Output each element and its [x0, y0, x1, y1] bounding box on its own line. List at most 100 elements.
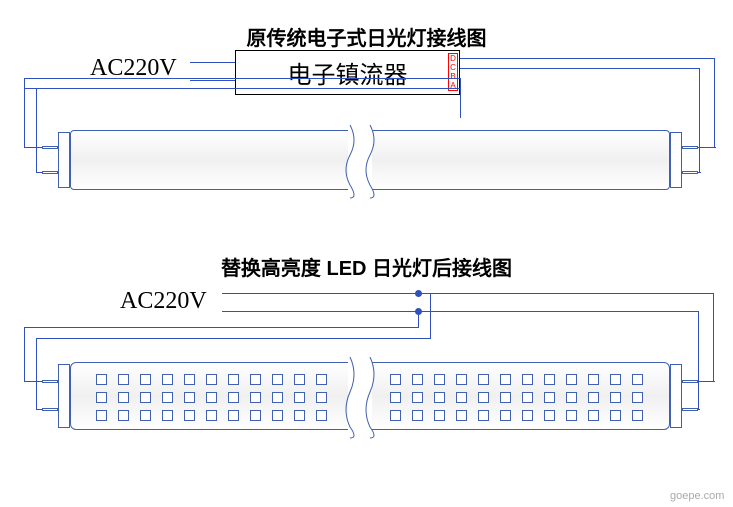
wire — [699, 68, 700, 172]
led-dot — [610, 392, 621, 403]
wire — [36, 338, 37, 409]
led-dot — [632, 410, 643, 421]
wire — [430, 293, 431, 338]
tube1-break — [340, 120, 380, 200]
led-dot — [412, 410, 423, 421]
led-dot — [610, 410, 621, 421]
led-dot — [294, 374, 305, 385]
led-dot — [162, 374, 173, 385]
wire — [24, 147, 44, 148]
tube-pin — [42, 171, 58, 174]
ballast-terminals: D C B A — [448, 53, 458, 91]
tube-pin — [42, 408, 58, 411]
led-dot — [228, 374, 239, 385]
diagram2-title: 替换高亮度 LED 日光灯后接线图 — [0, 252, 733, 281]
led-dot — [478, 392, 489, 403]
wire — [460, 58, 715, 59]
led-dot — [522, 410, 533, 421]
led-dot — [412, 374, 423, 385]
wire — [696, 381, 715, 382]
tube-pin — [682, 171, 698, 174]
led-dot — [610, 374, 621, 385]
led-dot — [96, 392, 107, 403]
tube-pin — [42, 146, 58, 149]
led-dot — [390, 374, 401, 385]
wire — [713, 293, 714, 381]
wire — [24, 78, 460, 79]
wire — [222, 311, 699, 312]
led-dot — [544, 410, 555, 421]
led-dot — [316, 392, 327, 403]
tube-pin — [682, 380, 698, 383]
led-dot — [478, 410, 489, 421]
led-dot — [522, 392, 533, 403]
led-dot — [316, 374, 327, 385]
led-dot — [390, 392, 401, 403]
led-dot — [434, 374, 445, 385]
tube2-cap-left — [58, 364, 70, 428]
diagram1-title: 原传统电子式日光灯接线图 — [0, 22, 733, 51]
led-dot — [272, 392, 283, 403]
diagram2-ac-label: AC220V — [120, 288, 207, 315]
led-dot — [96, 410, 107, 421]
led-dot — [228, 392, 239, 403]
ballast-label: 电子镇流器 — [288, 55, 408, 90]
tube-pin — [682, 146, 698, 149]
led-dot — [456, 374, 467, 385]
wire — [460, 88, 461, 108]
led-dot — [250, 410, 261, 421]
led-dot — [118, 410, 129, 421]
led-dot — [316, 410, 327, 421]
led-dot — [434, 410, 445, 421]
led-dot — [588, 374, 599, 385]
led-dot — [206, 392, 217, 403]
led-dot — [588, 410, 599, 421]
led-dot — [588, 392, 599, 403]
led-dot — [206, 374, 217, 385]
led-dot — [412, 392, 423, 403]
led-dot — [544, 392, 555, 403]
led-dot — [456, 410, 467, 421]
tube-pin — [682, 408, 698, 411]
wire — [222, 293, 714, 294]
tube1-cap-right — [670, 132, 682, 188]
tube2-cap-right — [670, 364, 682, 428]
wire — [36, 338, 431, 339]
wire — [24, 88, 460, 89]
led-dot — [184, 374, 195, 385]
diagram1-title-text: 原传统电子式日光灯接线图 — [247, 28, 487, 50]
led-dot — [522, 374, 533, 385]
wire — [460, 68, 700, 69]
led-dot — [566, 392, 577, 403]
wire — [24, 381, 44, 382]
led-dot — [140, 374, 151, 385]
wire — [24, 327, 419, 328]
diagram2-title-text: 替换高亮度 LED 日光灯后接线图 — [221, 258, 512, 280]
led-dot — [250, 374, 261, 385]
wire — [698, 311, 699, 409]
led-dot — [118, 392, 129, 403]
led-dot — [294, 392, 305, 403]
wire — [36, 88, 37, 172]
watermark: goepe.com — [670, 490, 724, 502]
wire — [24, 327, 25, 381]
led-dot — [390, 410, 401, 421]
led-dot — [206, 410, 217, 421]
led-dot — [500, 374, 511, 385]
led-dot — [184, 410, 195, 421]
led-dot — [434, 392, 445, 403]
led-dot — [140, 392, 151, 403]
led-dot — [228, 410, 239, 421]
wire-junction — [415, 308, 422, 315]
led-dot — [250, 392, 261, 403]
tube1-cap-left — [58, 132, 70, 188]
led-dot — [162, 392, 173, 403]
led-dot — [500, 392, 511, 403]
wire — [190, 62, 235, 63]
led-dot — [140, 410, 151, 421]
led-dot — [500, 410, 511, 421]
led-dot — [162, 410, 173, 421]
led-dot — [632, 392, 643, 403]
led-dot — [118, 374, 129, 385]
led-dot — [478, 374, 489, 385]
